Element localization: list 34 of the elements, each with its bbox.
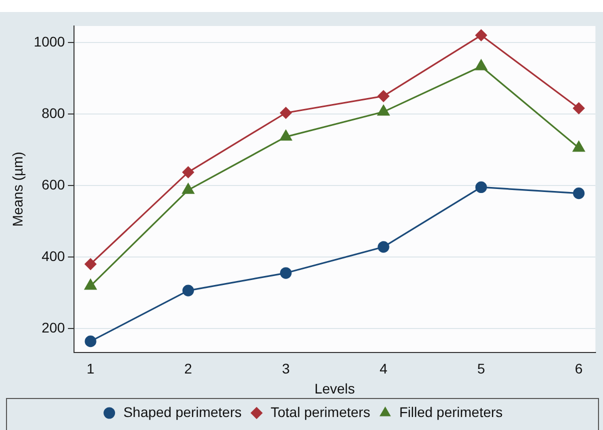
point (280, 107, 292, 119)
legend-label: Filled perimeters (399, 404, 503, 420)
x-tick-label: 4 (380, 360, 388, 377)
point (475, 29, 487, 42)
y-tick-label: 400 (42, 248, 66, 264)
y-axis-title: Means (µm) (9, 152, 26, 227)
y-tick-label: 200 (42, 319, 66, 336)
point (182, 284, 194, 296)
point (182, 183, 194, 194)
y-tick-label: 800 (42, 104, 66, 121)
point (378, 105, 390, 116)
point (280, 130, 292, 141)
point (84, 336, 96, 348)
x-tick-label: 2 (184, 360, 192, 377)
point (280, 267, 292, 279)
y-tick-label: 1000 (34, 33, 66, 50)
x-tick-label: 1 (86, 360, 95, 377)
y-tick-label: 600 (42, 176, 66, 192)
legend-label: Total perimeters (270, 404, 370, 420)
x-tick-label: 5 (477, 360, 486, 377)
point (573, 102, 585, 114)
point (378, 241, 390, 253)
x-tick-label: 3 (282, 360, 290, 377)
legend-label: Shaped perimeters (123, 404, 242, 420)
x-tick-label: 6 (574, 360, 583, 377)
point (475, 181, 487, 194)
point (182, 166, 194, 178)
x-axis-title: Levels (314, 380, 355, 396)
point (573, 188, 585, 200)
point (84, 258, 96, 270)
point (378, 90, 390, 102)
point (475, 60, 488, 70)
point (572, 141, 585, 152)
point (84, 279, 97, 290)
